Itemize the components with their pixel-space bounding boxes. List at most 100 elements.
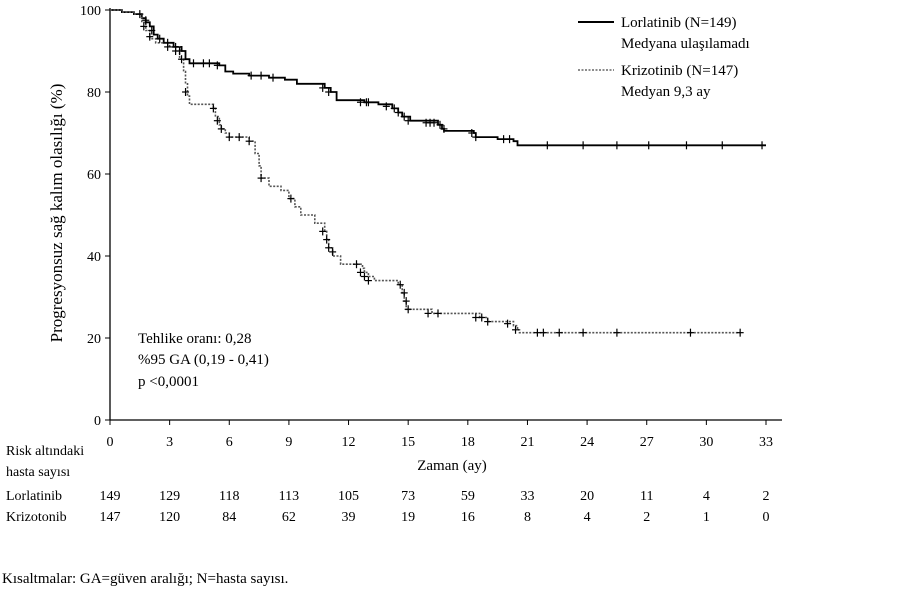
censor-mark-krizotinib <box>686 328 694 337</box>
risk-row-label-krizotonib: Krizotonib <box>6 510 67 525</box>
censor-mark-krizotinib <box>182 88 190 96</box>
censor-mark-krizotinib <box>736 328 744 337</box>
legend-note-lorlatinib: Medyana ulaşılamadı <box>621 36 750 52</box>
censor-mark-krizotinib <box>209 104 217 113</box>
x-tick-label: 6 <box>226 435 233 450</box>
y-tick-label: 20 <box>87 332 101 347</box>
censor-mark-lorlatinib <box>213 61 221 70</box>
legend-label-krizotinib: Krizotinib (N=147) <box>621 63 738 79</box>
censor-mark-krizotinib <box>319 227 327 236</box>
censor-mark-krizotinib <box>613 328 621 337</box>
risk-value: 4 <box>584 510 591 525</box>
censor-mark-krizotinib <box>287 194 295 203</box>
censor-mark-lorlatinib <box>758 141 766 150</box>
censor-mark-krizotinib <box>472 313 480 322</box>
censor-mark-lorlatinib <box>319 83 327 92</box>
x-tick-label: 9 <box>285 435 292 450</box>
survival-curves <box>110 9 766 334</box>
p-value-text: p <0,0001 <box>138 374 199 390</box>
censor-mark-lorlatinib <box>506 135 514 144</box>
censor-mark-lorlatinib <box>400 112 408 121</box>
censor-mark-lorlatinib <box>682 141 690 150</box>
censor-mark-krizotinib <box>235 133 243 142</box>
censor-mark-lorlatinib <box>325 88 333 96</box>
legend-label-lorlatinib: Lorlatinib (N=149) <box>621 15 737 31</box>
censor-mark-krizotinib <box>579 328 587 337</box>
risk-value: 113 <box>279 489 299 504</box>
risk-value: 11 <box>640 489 653 504</box>
confidence-interval-text: %95 GA (0,19 - 0,41) <box>138 352 269 368</box>
risk-table: Risk altındaki hasta sayısı Lorlatinib K… <box>6 444 770 525</box>
risk-value: 33 <box>520 489 534 504</box>
censor-mark-krizotinib <box>352 260 360 269</box>
x-tick-label: 18 <box>461 435 475 450</box>
y-tick-label: 60 <box>87 168 101 183</box>
censor-mark-lorlatinib <box>543 141 551 150</box>
risk-row-label-lorlatinib: Lorlatinib <box>6 489 62 504</box>
risk-value: 73 <box>401 489 415 504</box>
x-tick-label: 24 <box>580 435 594 450</box>
risk-value: 118 <box>219 489 239 504</box>
censor-mark-krizotinib <box>178 55 186 64</box>
censor-mark-krizotinib <box>257 174 265 183</box>
x-tick-label: 33 <box>759 435 773 450</box>
censor-mark-lorlatinib <box>257 71 265 80</box>
censor-mark-lorlatinib <box>364 98 372 107</box>
risk-value: 62 <box>282 510 296 525</box>
censor-mark-krizotinib <box>217 124 225 133</box>
censor-mark-krizotinib <box>164 42 172 51</box>
risk-value: 0 <box>763 510 770 525</box>
censor-mark-krizotinib <box>555 328 563 337</box>
risk-value: 84 <box>222 510 236 525</box>
risk-value: 8 <box>524 510 531 525</box>
legend-note-krizotinib: Medyan 9,3 ay <box>621 84 711 100</box>
x-tick-label: 0 <box>107 435 114 450</box>
censor-mark-lorlatinib <box>579 141 587 150</box>
censor-mark-krizotinib <box>172 47 180 55</box>
censor-mark-lorlatinib <box>440 124 448 133</box>
censor-mark-lorlatinib <box>404 116 412 125</box>
risk-table-header-line1: Risk altındaki <box>6 444 84 459</box>
legend: Lorlatinib (N=149) Medyana ulaşılamadı K… <box>578 15 750 100</box>
x-tick-label: 3 <box>166 435 173 450</box>
risk-value: 1 <box>703 510 710 525</box>
censor-marks <box>136 10 766 337</box>
risk-value: 4 <box>703 489 710 504</box>
censor-mark-lorlatinib <box>189 59 197 68</box>
risk-value: 120 <box>159 510 180 525</box>
hazard-ratio-text: Tehlike oranı: 0,28 <box>138 331 252 347</box>
censor-mark-krizotinib <box>504 319 512 328</box>
stats-annotation: Tehlike oranı: 0,28 %95 GA (0,19 - 0,41)… <box>138 331 269 390</box>
censor-mark-lorlatinib <box>613 141 621 150</box>
censor-mark-lorlatinib <box>148 26 156 35</box>
risk-value: 2 <box>763 489 770 504</box>
x-tick-label: 12 <box>342 435 356 450</box>
risk-value: 129 <box>159 489 180 504</box>
risk-value: 19 <box>401 510 415 525</box>
censor-mark-krizotinib <box>478 313 486 322</box>
curve-krizotinib <box>110 9 741 334</box>
censor-mark-lorlatinib <box>472 133 480 142</box>
censor-mark-krizotinib <box>484 317 492 326</box>
risk-value: 16 <box>461 510 475 525</box>
x-tick-labels: 0 3 6 9 12 15 18 21 24 27 30 33 <box>107 435 774 450</box>
censor-mark-lorlatinib <box>199 59 207 68</box>
footnote: Kısaltmalar: GA=güven aralığı; N=hasta s… <box>2 571 289 587</box>
x-axis-label: Zaman (ay) <box>417 458 487 474</box>
censor-mark-krizotinib <box>325 243 333 252</box>
risk-value: 2 <box>643 510 650 525</box>
x-tick-label: 27 <box>640 435 654 450</box>
y-tick-label: 100 <box>80 4 101 19</box>
censor-mark-lorlatinib <box>436 120 444 129</box>
censor-mark-krizotinib <box>424 309 432 318</box>
censor-mark-lorlatinib <box>205 59 213 68</box>
y-tick-label: 0 <box>94 414 101 429</box>
censor-mark-lorlatinib <box>269 73 277 82</box>
risk-value: 149 <box>100 489 121 504</box>
censor-mark-krizotinib <box>512 325 520 334</box>
censor-mark-lorlatinib <box>718 141 726 150</box>
censor-mark-krizotinib <box>225 133 233 142</box>
risk-value: 20 <box>580 489 594 504</box>
